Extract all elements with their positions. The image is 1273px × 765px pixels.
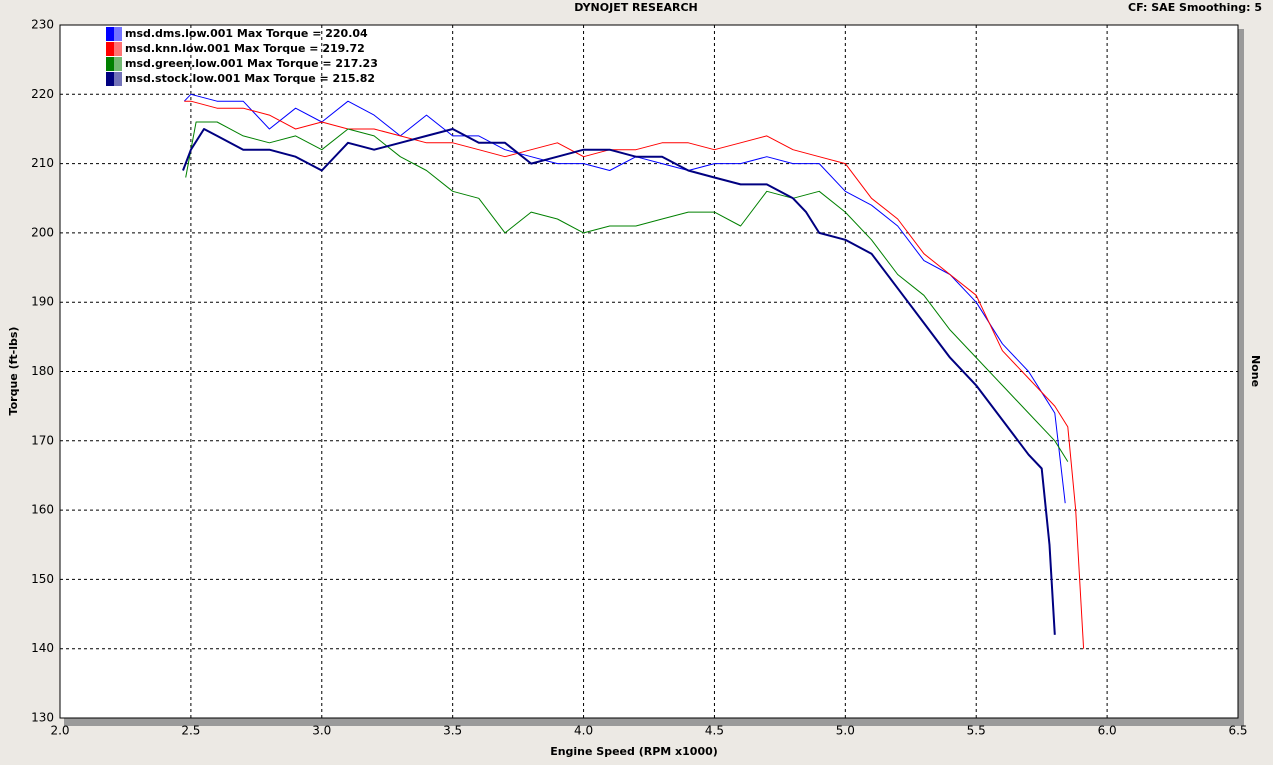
y-tick-label: 160 — [31, 503, 54, 517]
chart-title: DYNOJET RESEARCH — [574, 1, 697, 14]
legend-swatch — [106, 57, 114, 71]
x-tick-label: 2.5 — [181, 724, 200, 738]
x-tick-label: 4.0 — [574, 724, 593, 738]
x-axis-label: Engine Speed (RPM x1000) — [550, 745, 718, 758]
legend-label: msd.knn.low.001 Max Torque = 219.72 — [125, 42, 365, 55]
series-line — [182, 128, 1056, 635]
y-tick-label: 210 — [31, 156, 54, 170]
y-tick-label: 200 — [31, 225, 54, 239]
legend-swatch-light — [114, 27, 122, 41]
x-tick-label: 5.5 — [967, 724, 986, 738]
legend-swatch — [106, 42, 114, 56]
x-tick-label: 3.0 — [312, 724, 331, 738]
series-line — [185, 121, 1069, 462]
chart-subtitle: CF: SAE Smoothing: 5 — [1128, 1, 1262, 14]
series-line — [184, 100, 1085, 649]
y-tick-label: 150 — [31, 572, 54, 586]
x-tick-label: 5.0 — [836, 724, 855, 738]
legend-label: msd.dms.low.001 Max Torque = 220.04 — [125, 27, 368, 40]
x-tick-label: 6.0 — [1098, 724, 1117, 738]
y-tick-label: 170 — [31, 433, 54, 447]
y-tick-label: 190 — [31, 295, 54, 309]
x-tick-label: 6.5 — [1228, 724, 1247, 738]
legend-swatch — [106, 72, 114, 86]
legend-swatch-light — [114, 42, 122, 56]
legend-label: msd.green.low.001 Max Torque = 217.23 — [125, 57, 378, 70]
y-axis-label: Torque (ft-lbs) — [7, 327, 20, 416]
y-tick-label: 130 — [31, 711, 54, 725]
legend-swatch-light — [114, 72, 122, 86]
x-tick-label: 4.5 — [705, 724, 724, 738]
y-tick-label: 180 — [31, 364, 54, 378]
legend-label: msd.stock.low.001 Max Torque = 215.82 — [125, 72, 375, 85]
y-tick-label: 220 — [31, 87, 54, 101]
y-tick-label: 230 — [31, 18, 54, 32]
legend-swatch — [106, 27, 114, 41]
x-tick-label: 3.5 — [443, 724, 462, 738]
x-tick-label: 2.0 — [50, 724, 69, 738]
legend-swatch-light — [114, 57, 122, 71]
y-tick-label: 140 — [31, 641, 54, 655]
right-label: None — [1249, 355, 1262, 387]
